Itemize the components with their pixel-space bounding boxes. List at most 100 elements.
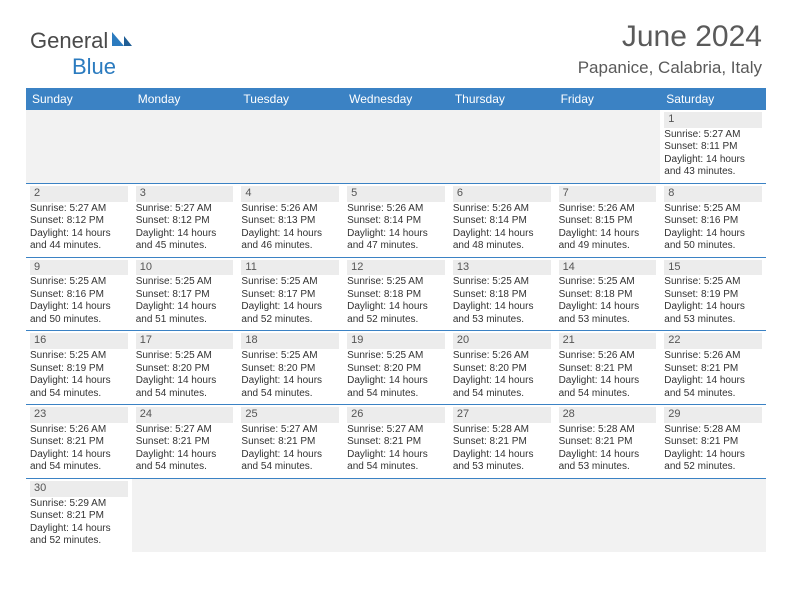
day-details: Sunrise: 5:25 AMSunset: 8:19 PMDaylight:…: [664, 275, 762, 326]
location: Papanice, Calabria, Italy: [578, 58, 762, 78]
empty-cell: [343, 110, 449, 184]
daylight-line: Daylight: 14 hours and 54 minutes.: [136, 375, 234, 400]
daylight-line: Daylight: 14 hours and 54 minutes.: [347, 449, 445, 474]
sunset-line: Sunset: 8:21 PM: [347, 436, 445, 449]
sunrise-line: Sunrise: 5:25 AM: [241, 350, 339, 363]
sunrise-line: Sunrise: 5:26 AM: [347, 203, 445, 216]
day-details: Sunrise: 5:25 AMSunset: 8:20 PMDaylight:…: [347, 349, 445, 400]
day-number: 1: [664, 112, 762, 128]
daylight-line: Daylight: 14 hours and 54 minutes.: [559, 375, 657, 400]
sunrise-line: Sunrise: 5:25 AM: [241, 276, 339, 289]
sunrise-line: Sunrise: 5:28 AM: [453, 424, 551, 437]
sunrise-line: Sunrise: 5:25 AM: [30, 350, 128, 363]
day-cell: 29Sunrise: 5:28 AMSunset: 8:21 PMDayligh…: [660, 405, 766, 479]
day-details: Sunrise: 5:25 AMSunset: 8:17 PMDaylight:…: [241, 275, 339, 326]
day-cell: 16Sunrise: 5:25 AMSunset: 8:19 PMDayligh…: [26, 331, 132, 405]
day-details: Sunrise: 5:25 AMSunset: 8:20 PMDaylight:…: [136, 349, 234, 400]
day-number: 30: [30, 481, 128, 497]
sunrise-line: Sunrise: 5:25 AM: [30, 276, 128, 289]
sunrise-line: Sunrise: 5:26 AM: [453, 203, 551, 216]
day-cell: 22Sunrise: 5:26 AMSunset: 8:21 PMDayligh…: [660, 331, 766, 405]
day-cell: 8Sunrise: 5:25 AMSunset: 8:16 PMDaylight…: [660, 184, 766, 258]
sunrise-line: Sunrise: 5:25 AM: [347, 276, 445, 289]
sunrise-line: Sunrise: 5:25 AM: [664, 203, 762, 216]
sunset-line: Sunset: 8:21 PM: [453, 436, 551, 449]
sunrise-line: Sunrise: 5:26 AM: [30, 424, 128, 437]
daylight-line: Daylight: 14 hours and 44 minutes.: [30, 228, 128, 253]
day-cell: 23Sunrise: 5:26 AMSunset: 8:21 PMDayligh…: [26, 405, 132, 479]
day-details: Sunrise: 5:29 AMSunset: 8:21 PMDaylight:…: [30, 497, 128, 548]
empty-cell: [132, 110, 238, 184]
logo: General Blue: [30, 28, 134, 80]
day-cell: 7Sunrise: 5:26 AMSunset: 8:15 PMDaylight…: [555, 184, 661, 258]
day-cell: 25Sunrise: 5:27 AMSunset: 8:21 PMDayligh…: [237, 405, 343, 479]
empty-cell: [449, 110, 555, 184]
day-number: 5: [347, 186, 445, 202]
sunrise-line: Sunrise: 5:25 AM: [453, 276, 551, 289]
day-number: 27: [453, 407, 551, 423]
day-details: Sunrise: 5:25 AMSunset: 8:17 PMDaylight:…: [136, 275, 234, 326]
weekday-label: Wednesday: [343, 88, 449, 110]
daylight-line: Daylight: 14 hours and 54 minutes.: [664, 375, 762, 400]
daylight-line: Daylight: 14 hours and 52 minutes.: [347, 301, 445, 326]
day-details: Sunrise: 5:26 AMSunset: 8:21 PMDaylight:…: [30, 423, 128, 474]
day-cell: 18Sunrise: 5:25 AMSunset: 8:20 PMDayligh…: [237, 331, 343, 405]
sunrise-line: Sunrise: 5:25 AM: [664, 276, 762, 289]
day-number: 13: [453, 260, 551, 276]
day-cell: 28Sunrise: 5:28 AMSunset: 8:21 PMDayligh…: [555, 405, 661, 479]
daylight-line: Daylight: 14 hours and 49 minutes.: [559, 228, 657, 253]
day-cell: 12Sunrise: 5:25 AMSunset: 8:18 PMDayligh…: [343, 258, 449, 332]
sunset-line: Sunset: 8:21 PM: [241, 436, 339, 449]
sunset-line: Sunset: 8:21 PM: [136, 436, 234, 449]
day-details: Sunrise: 5:25 AMSunset: 8:18 PMDaylight:…: [347, 275, 445, 326]
sunrise-line: Sunrise: 5:29 AM: [30, 498, 128, 511]
day-cell: 11Sunrise: 5:25 AMSunset: 8:17 PMDayligh…: [237, 258, 343, 332]
day-number: 6: [453, 186, 551, 202]
sunset-line: Sunset: 8:15 PM: [559, 215, 657, 228]
day-cell: 5Sunrise: 5:26 AMSunset: 8:14 PMDaylight…: [343, 184, 449, 258]
sunrise-line: Sunrise: 5:27 AM: [347, 424, 445, 437]
sunrise-line: Sunrise: 5:27 AM: [136, 424, 234, 437]
day-cell: 2Sunrise: 5:27 AMSunset: 8:12 PMDaylight…: [26, 184, 132, 258]
day-cell: 21Sunrise: 5:26 AMSunset: 8:21 PMDayligh…: [555, 331, 661, 405]
day-number: 29: [664, 407, 762, 423]
day-details: Sunrise: 5:27 AMSunset: 8:12 PMDaylight:…: [136, 202, 234, 253]
daylight-line: Daylight: 14 hours and 51 minutes.: [136, 301, 234, 326]
empty-cell: [132, 479, 238, 552]
sunset-line: Sunset: 8:14 PM: [347, 215, 445, 228]
daylight-line: Daylight: 14 hours and 54 minutes.: [241, 449, 339, 474]
sunset-line: Sunset: 8:21 PM: [664, 363, 762, 376]
daylight-line: Daylight: 14 hours and 50 minutes.: [30, 301, 128, 326]
sunset-line: Sunset: 8:19 PM: [30, 363, 128, 376]
daylight-line: Daylight: 14 hours and 43 minutes.: [664, 154, 762, 179]
weekday-label: Tuesday: [237, 88, 343, 110]
empty-cell: [26, 110, 132, 184]
day-cell: 6Sunrise: 5:26 AMSunset: 8:14 PMDaylight…: [449, 184, 555, 258]
sunset-line: Sunset: 8:18 PM: [453, 289, 551, 302]
day-details: Sunrise: 5:26 AMSunset: 8:15 PMDaylight:…: [559, 202, 657, 253]
day-number: 3: [136, 186, 234, 202]
sunrise-line: Sunrise: 5:28 AM: [559, 424, 657, 437]
daylight-line: Daylight: 14 hours and 45 minutes.: [136, 228, 234, 253]
day-details: Sunrise: 5:26 AMSunset: 8:21 PMDaylight:…: [559, 349, 657, 400]
sunrise-line: Sunrise: 5:25 AM: [559, 276, 657, 289]
day-details: Sunrise: 5:26 AMSunset: 8:21 PMDaylight:…: [664, 349, 762, 400]
calendar: SundayMondayTuesdayWednesdayThursdayFrid…: [26, 88, 766, 552]
day-number: 11: [241, 260, 339, 276]
sunrise-line: Sunrise: 5:27 AM: [136, 203, 234, 216]
day-details: Sunrise: 5:25 AMSunset: 8:16 PMDaylight:…: [30, 275, 128, 326]
sunset-line: Sunset: 8:16 PM: [30, 289, 128, 302]
day-number: 21: [559, 333, 657, 349]
day-details: Sunrise: 5:26 AMSunset: 8:14 PMDaylight:…: [347, 202, 445, 253]
sunrise-line: Sunrise: 5:27 AM: [241, 424, 339, 437]
daylight-line: Daylight: 14 hours and 53 minutes.: [559, 301, 657, 326]
daylight-line: Daylight: 14 hours and 52 minutes.: [241, 301, 339, 326]
sunset-line: Sunset: 8:21 PM: [559, 363, 657, 376]
day-cell: 19Sunrise: 5:25 AMSunset: 8:20 PMDayligh…: [343, 331, 449, 405]
empty-cell: [343, 479, 449, 552]
day-number: 14: [559, 260, 657, 276]
day-number: 23: [30, 407, 128, 423]
day-cell: 30Sunrise: 5:29 AMSunset: 8:21 PMDayligh…: [26, 479, 132, 552]
sunset-line: Sunset: 8:21 PM: [30, 436, 128, 449]
day-details: Sunrise: 5:26 AMSunset: 8:14 PMDaylight:…: [453, 202, 551, 253]
